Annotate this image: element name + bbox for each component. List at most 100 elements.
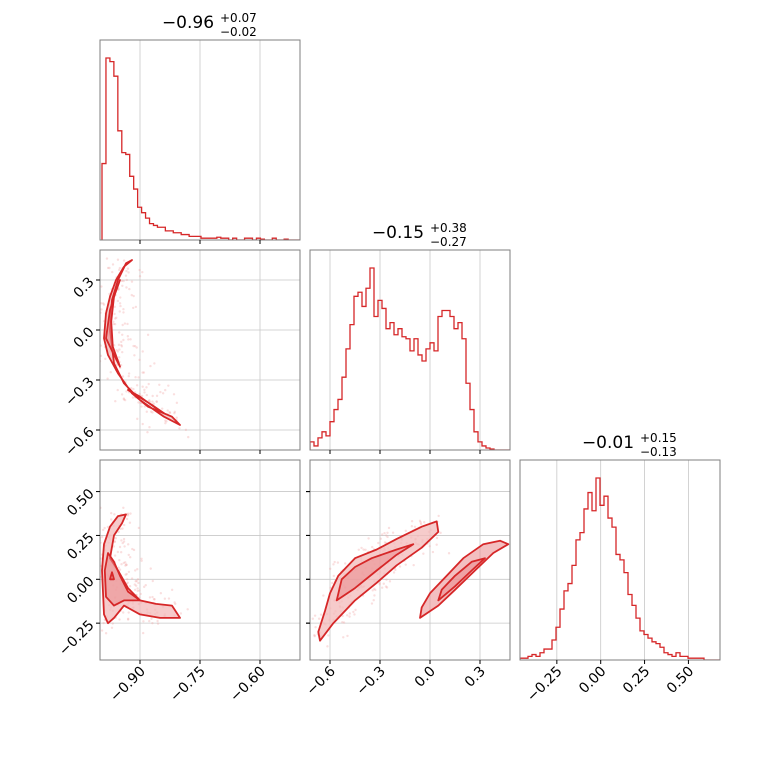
scatter-point [327,634,330,637]
scatter-point [153,598,156,601]
scatter-point [123,523,126,527]
scatter-point [127,372,131,375]
scatter-point [130,386,133,390]
scatter-point [161,392,165,395]
scatter-point [112,322,115,326]
scatter-point [134,580,137,583]
scatter-point [132,387,135,391]
scatter-point [135,579,138,583]
scatter-point [360,546,363,550]
scatter-point [130,577,134,580]
scatter-point [373,587,376,591]
scatter-point [317,617,321,620]
histogram-step-line [520,477,720,660]
scatter-point [333,560,336,564]
panel-title-0: −0.96 [162,13,214,33]
scatter-point [117,288,120,291]
scatter-point [372,599,375,602]
title-plus-error: +0.07 [220,11,257,25]
panel-title-2: −0.01 [582,433,634,453]
scatter-point [111,270,114,274]
scatter-point [113,554,117,557]
scatter-point [388,580,392,583]
scatter-point [117,530,120,534]
scatter-point [146,333,150,337]
scatter-point [102,621,105,625]
scatter-point [385,534,388,537]
scatter-point [135,384,139,387]
scatter-point [161,407,164,410]
contour-level [419,539,510,619]
scatter-point [129,338,132,341]
scatter-point [137,376,140,379]
scatter-point [109,371,112,374]
title-minus-error: −0.02 [220,25,257,39]
scatter-point [100,354,103,358]
scatter-point [117,343,121,347]
scatter-point [132,294,135,298]
scatter-point [332,574,336,578]
x-tick-label: 0.3 [462,664,489,691]
scatter-point [148,399,151,402]
scatter-point [118,558,121,562]
scatter-point [370,602,374,605]
scatter-point [132,344,135,348]
scatter-point [120,343,123,347]
scatter-point [138,268,141,272]
histogram-step-line [310,267,510,450]
scatter-point [156,622,160,625]
scatter-point [187,435,190,439]
scatter-point [103,526,106,530]
scatter-point [151,411,154,414]
scatter-point [96,543,98,545]
scatter-point [313,614,317,617]
scatter-point [117,268,121,272]
scatter-point [357,548,360,551]
scatter-point [128,585,132,588]
scatter-point [113,305,116,309]
scatter-point [128,521,132,524]
scatter-point [122,506,125,509]
scatter-point [125,390,128,393]
scatter-point [139,592,142,596]
scatter-point [418,519,422,523]
scatter-point [158,383,161,386]
scatter-point [371,589,374,592]
scatter-point [386,531,389,534]
scatter-point [314,625,317,629]
x-tick-label: −0.6 [303,663,338,698]
scatter-point [125,563,128,567]
scatter-point [141,631,145,635]
scatter-point [138,275,142,278]
scatter-point [95,325,97,327]
scatter-point [118,618,121,621]
scatter-point [439,531,442,535]
scatter-point [120,345,124,348]
scatter-point [328,567,332,571]
scatter-point [97,323,99,325]
scatter-point [92,313,94,315]
scatter-point [394,568,397,572]
scatter-point [346,614,349,617]
histogram-panel-0: −0.96 +0.07−0.02 [99,11,301,244]
scatter-point [413,525,417,528]
scatter-point [123,398,127,402]
scatter-point [150,617,153,620]
scatter-point [121,333,124,337]
scatter-point [385,586,389,589]
scatter-point [136,578,140,581]
scatter-point [134,584,138,587]
y-tick-label: −0.25 [56,618,98,660]
scatter-point [115,349,118,352]
scatter-point [145,393,149,397]
scatter-point [173,412,176,415]
x-tick-label: −0.60 [227,664,269,706]
scatter-point [342,621,346,624]
scatter-point [151,394,154,398]
scatter-point [167,384,170,387]
scatter-point [179,612,183,615]
scatter-point [163,597,167,600]
scatter-point [101,302,105,305]
axes-frame [309,249,511,451]
